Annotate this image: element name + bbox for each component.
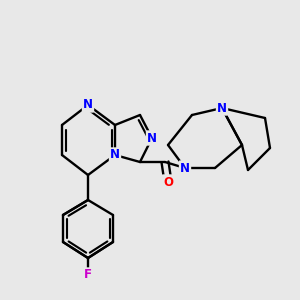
Text: N: N bbox=[110, 148, 120, 161]
Text: F: F bbox=[84, 268, 92, 281]
Text: O: O bbox=[163, 176, 173, 188]
Text: N: N bbox=[217, 101, 227, 115]
Text: N: N bbox=[83, 98, 93, 112]
Text: N: N bbox=[147, 131, 157, 145]
Text: N: N bbox=[180, 161, 190, 175]
